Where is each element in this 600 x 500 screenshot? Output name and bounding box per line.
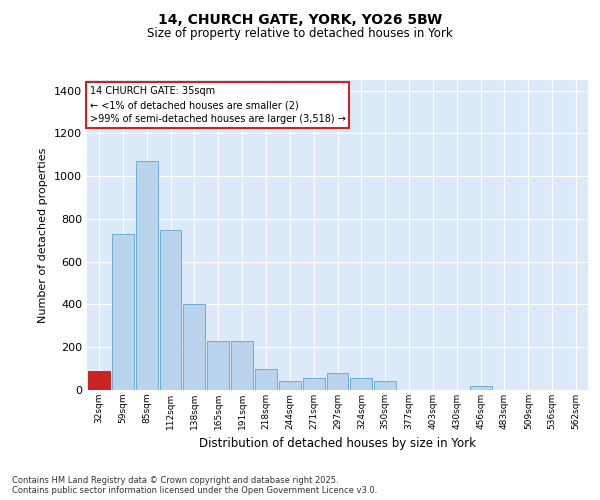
- Bar: [160, 230, 181, 390]
- Bar: [374, 382, 396, 390]
- Y-axis label: Number of detached properties: Number of detached properties: [38, 148, 49, 322]
- Bar: [470, 386, 491, 390]
- Bar: [88, 371, 110, 390]
- Bar: [255, 368, 277, 390]
- Bar: [279, 382, 301, 390]
- X-axis label: Distribution of detached houses by size in York: Distribution of detached houses by size …: [199, 438, 476, 450]
- Bar: [350, 378, 373, 390]
- Bar: [184, 304, 205, 390]
- Bar: [112, 234, 134, 390]
- Bar: [136, 161, 158, 390]
- Text: 14, CHURCH GATE, YORK, YO26 5BW: 14, CHURCH GATE, YORK, YO26 5BW: [158, 12, 442, 26]
- Bar: [207, 341, 229, 390]
- Text: 14 CHURCH GATE: 35sqm
← <1% of detached houses are smaller (2)
>99% of semi-deta: 14 CHURCH GATE: 35sqm ← <1% of detached …: [89, 86, 346, 124]
- Text: Size of property relative to detached houses in York: Size of property relative to detached ho…: [147, 28, 453, 40]
- Bar: [231, 341, 253, 390]
- Bar: [302, 378, 325, 390]
- Bar: [326, 373, 349, 390]
- Text: Contains HM Land Registry data © Crown copyright and database right 2025.
Contai: Contains HM Land Registry data © Crown c…: [12, 476, 377, 495]
